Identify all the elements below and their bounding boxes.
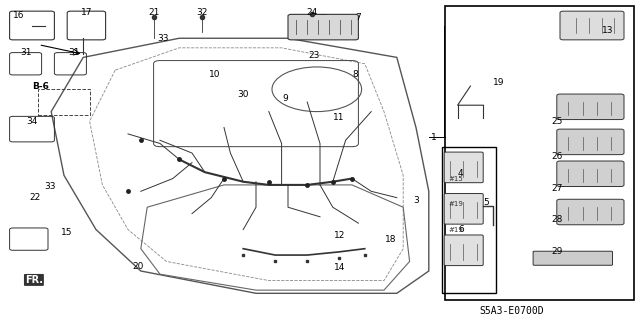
Text: #15: #15 bbox=[449, 175, 464, 182]
Text: 19: 19 bbox=[493, 78, 505, 87]
Text: S5A3-E0700D: S5A3-E0700D bbox=[480, 306, 544, 316]
FancyBboxPatch shape bbox=[288, 14, 358, 40]
Text: B-6: B-6 bbox=[32, 82, 49, 91]
Text: 30: 30 bbox=[237, 90, 249, 99]
Text: 34: 34 bbox=[26, 117, 38, 126]
FancyBboxPatch shape bbox=[444, 152, 483, 183]
FancyBboxPatch shape bbox=[557, 199, 624, 225]
Bar bbox=[445, 6, 634, 300]
Text: 32: 32 bbox=[196, 8, 208, 17]
Text: 9: 9 bbox=[282, 94, 287, 103]
Text: 16: 16 bbox=[13, 11, 25, 20]
FancyBboxPatch shape bbox=[444, 235, 483, 266]
Text: 33: 33 bbox=[157, 34, 169, 43]
Text: 23: 23 bbox=[308, 51, 319, 60]
Text: 25: 25 bbox=[551, 117, 563, 126]
Text: 7: 7 bbox=[356, 13, 361, 22]
Text: 13: 13 bbox=[602, 26, 614, 35]
FancyBboxPatch shape bbox=[444, 194, 483, 224]
Text: 27: 27 bbox=[551, 184, 563, 193]
Bar bbox=[442, 147, 496, 293]
Text: 10: 10 bbox=[209, 70, 220, 79]
Text: 6: 6 bbox=[458, 225, 463, 234]
Text: 4: 4 bbox=[458, 169, 463, 178]
Text: 15: 15 bbox=[61, 228, 73, 237]
Text: 29: 29 bbox=[551, 247, 563, 256]
Text: 31: 31 bbox=[20, 48, 31, 57]
Bar bbox=[38, 89, 90, 115]
FancyBboxPatch shape bbox=[560, 11, 624, 40]
FancyBboxPatch shape bbox=[557, 94, 624, 120]
Text: 11: 11 bbox=[333, 114, 345, 122]
Text: 24: 24 bbox=[307, 8, 318, 17]
Text: FR.: FR. bbox=[25, 275, 43, 285]
Text: #19: #19 bbox=[449, 201, 464, 207]
Text: 12: 12 bbox=[333, 231, 345, 241]
FancyBboxPatch shape bbox=[557, 161, 624, 187]
Text: 21: 21 bbox=[148, 8, 159, 17]
Text: 3: 3 bbox=[413, 197, 419, 205]
Text: 18: 18 bbox=[385, 234, 396, 244]
Text: 31: 31 bbox=[68, 48, 79, 57]
Text: 33: 33 bbox=[44, 182, 56, 191]
Text: 17: 17 bbox=[81, 8, 92, 17]
Text: #19: #19 bbox=[449, 226, 464, 233]
FancyBboxPatch shape bbox=[557, 129, 624, 155]
Text: 28: 28 bbox=[551, 216, 563, 225]
FancyBboxPatch shape bbox=[533, 251, 612, 265]
Text: 14: 14 bbox=[333, 263, 345, 272]
Text: 20: 20 bbox=[132, 262, 143, 271]
Text: 22: 22 bbox=[29, 193, 41, 202]
Text: 5: 5 bbox=[484, 198, 489, 207]
Text: 8: 8 bbox=[353, 70, 358, 79]
Text: 1: 1 bbox=[431, 133, 436, 142]
Text: 26: 26 bbox=[551, 152, 563, 161]
